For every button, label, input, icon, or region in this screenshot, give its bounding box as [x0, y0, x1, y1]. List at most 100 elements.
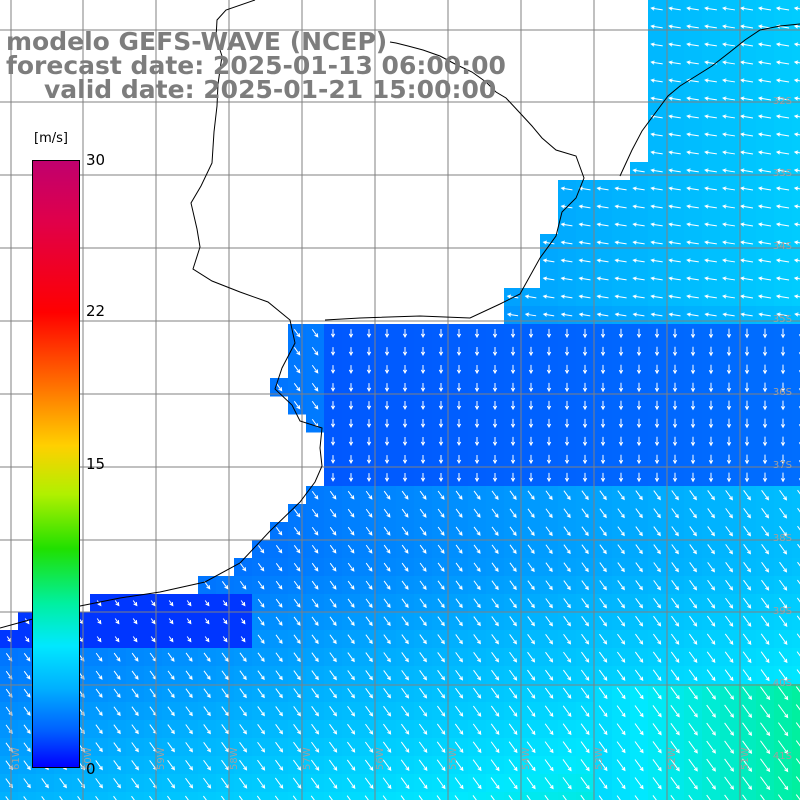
wind-arrow	[742, 633, 752, 645]
wind-cell	[0, 792, 19, 800]
wind-cell	[126, 792, 145, 800]
longitude-label: 58W	[229, 747, 240, 770]
wind-arrow	[704, 6, 717, 11]
wind-arrow	[653, 580, 661, 591]
wind-arrow	[310, 759, 320, 771]
wind-arrow	[473, 598, 481, 609]
wind-arrow	[762, 436, 768, 447]
wind-arrow	[167, 688, 175, 699]
wind-arrow	[740, 312, 753, 317]
wind-arrow	[293, 347, 301, 356]
wind-arrow	[455, 669, 464, 681]
wind-arrow	[743, 579, 752, 591]
wind-arrow	[686, 222, 699, 227]
wind-arrow	[527, 490, 535, 501]
wind-arrow	[506, 312, 519, 317]
wind-arrow	[456, 346, 462, 357]
wind-arrow	[274, 795, 279, 800]
wind-arrow	[95, 688, 103, 698]
wind-arrow	[365, 598, 373, 608]
wind-arrow	[616, 759, 626, 772]
wind-arrow	[23, 742, 31, 753]
wind-arrow	[562, 705, 572, 718]
wind-arrow	[689, 597, 698, 609]
wind-arrow	[740, 42, 754, 47]
wind-arrow	[562, 759, 572, 772]
wind-arrow	[23, 688, 31, 698]
wind-arrow	[401, 490, 409, 500]
wind-arrow	[725, 579, 734, 591]
wind-arrow	[707, 579, 716, 591]
wind-arrow	[455, 652, 463, 663]
wind-arrow	[455, 580, 463, 591]
wind-arrow	[545, 633, 554, 645]
wind-arrow	[311, 688, 319, 699]
wind-arrow	[650, 258, 663, 263]
wind-arrow	[617, 598, 625, 609]
wind-arrow	[490, 705, 500, 717]
wind-arrow	[793, 186, 800, 191]
wind-arrow	[653, 508, 661, 519]
wind-arrow	[366, 473, 372, 482]
wind-arrow	[508, 705, 518, 717]
latitude-label: 38S	[773, 533, 792, 544]
wind-arrow	[221, 759, 230, 771]
wind-arrow	[490, 777, 500, 790]
latitude-label: 33S	[773, 168, 792, 179]
wind-arrow	[473, 526, 481, 536]
wind-arrow	[455, 687, 464, 699]
wind-arrow	[743, 597, 752, 609]
wind-arrow	[796, 615, 800, 621]
wind-arrow	[560, 294, 573, 299]
wind-arrow	[473, 562, 481, 572]
wind-arrow	[689, 526, 697, 537]
wind-arrow	[564, 364, 570, 375]
wind-arrow	[455, 508, 463, 518]
wind-arrow	[690, 364, 696, 375]
wind-arrow	[708, 472, 714, 483]
wind-arrow	[671, 615, 680, 627]
wind-arrow	[564, 418, 570, 429]
wind-arrow	[560, 186, 573, 191]
wind-arrow	[580, 777, 590, 790]
wind-arrow	[777, 722, 789, 737]
wind-arrow	[420, 401, 426, 411]
wind-arrow	[760, 740, 771, 755]
wind-arrow	[618, 328, 624, 339]
wind-arrow	[757, 276, 772, 281]
wind-arrow	[364, 795, 369, 800]
wind-arrow	[636, 454, 642, 465]
wind-cell	[702, 792, 721, 800]
wind-arrow	[793, 276, 800, 281]
wind-arrow	[598, 741, 608, 754]
wind-arrow	[418, 741, 428, 753]
wind-arrow	[347, 598, 355, 608]
wind-arrow	[632, 258, 645, 263]
wind-arrow	[167, 795, 171, 800]
wind-arrow	[167, 670, 175, 680]
wind-arrow	[546, 346, 552, 357]
wind-arrow	[383, 490, 391, 500]
wind-arrow	[438, 455, 444, 465]
wind-arrow	[654, 382, 660, 393]
wind-arrow	[740, 258, 754, 263]
wind-arrow	[562, 687, 572, 699]
wind-arrow	[474, 454, 480, 465]
wind-arrow	[690, 472, 696, 483]
wind-arrow	[220, 795, 225, 800]
wind-arrow	[436, 723, 446, 735]
wind-arrow	[600, 364, 606, 375]
wind-arrow	[632, 186, 645, 191]
wind-arrow	[560, 276, 573, 281]
wind-arrow	[382, 795, 387, 800]
wind-arrow	[113, 652, 121, 662]
wind-cell	[342, 792, 361, 800]
wind-arrow	[777, 740, 789, 755]
wind-arrow	[454, 795, 459, 800]
wind-arrow	[600, 328, 606, 339]
wind-arrow	[293, 634, 301, 645]
wind-arrow	[563, 651, 572, 663]
wind-cell	[72, 792, 91, 800]
wind-arrow	[672, 472, 678, 483]
wind-arrow	[726, 382, 732, 393]
